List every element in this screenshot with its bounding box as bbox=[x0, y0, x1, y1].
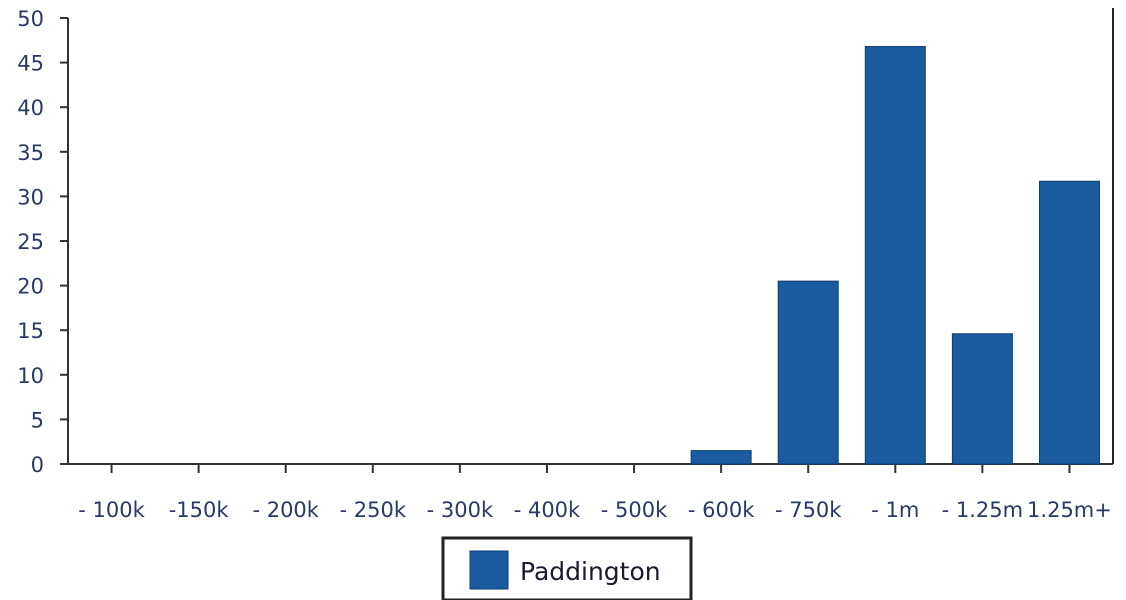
legend-label-paddington: Paddington bbox=[520, 557, 661, 586]
x-tick-label: 1.25m+ bbox=[1027, 498, 1112, 522]
x-tick-label: - 250k bbox=[340, 498, 407, 522]
y-tick-label: 25 bbox=[17, 230, 44, 254]
y-tick-label: 35 bbox=[17, 141, 44, 165]
y-tick-label: 30 bbox=[17, 185, 44, 209]
x-tick-label: - 750k bbox=[775, 498, 842, 522]
x-tick-label: -150k bbox=[169, 498, 230, 522]
y-tick-label: 45 bbox=[17, 52, 44, 76]
x-tick-label: - 600k bbox=[688, 498, 755, 522]
y-tick-label: 5 bbox=[31, 408, 44, 432]
x-tick-label: - 100k bbox=[78, 498, 145, 522]
x-tick-label: - 200k bbox=[252, 498, 319, 522]
y-axis: 0 5 10 15 20 25 30 35 40 45 50 bbox=[17, 7, 1114, 477]
x-axis: - 100k -150k - 200k - 250k - 300k - 400k - 500… bbox=[68, 463, 1113, 522]
x-tick-label: - 400k bbox=[514, 498, 581, 522]
bar-600k bbox=[690, 450, 752, 465]
x-tick-label: - 1m bbox=[871, 498, 919, 522]
x-tick-label: - 500k bbox=[601, 498, 668, 522]
bar-1m bbox=[864, 46, 926, 465]
y-tick-label: 0 bbox=[31, 453, 44, 477]
y-tick-label: 15 bbox=[17, 319, 44, 343]
x-tick-label: - 1.25m bbox=[942, 498, 1023, 522]
y-tick-label: 20 bbox=[17, 275, 44, 299]
bar-1.25m+ bbox=[1038, 180, 1100, 465]
bars bbox=[690, 46, 1100, 465]
x-tick-label: - 300k bbox=[427, 498, 494, 522]
legend-swatch-paddington bbox=[469, 550, 509, 590]
y-tick-label: 40 bbox=[17, 96, 44, 120]
bar-750k bbox=[777, 280, 839, 465]
legend: Paddington bbox=[441, 536, 693, 600]
y-tick-label: 50 bbox=[17, 7, 44, 31]
bar-1.25m bbox=[951, 333, 1013, 465]
y-tick-label: 10 bbox=[17, 364, 44, 388]
